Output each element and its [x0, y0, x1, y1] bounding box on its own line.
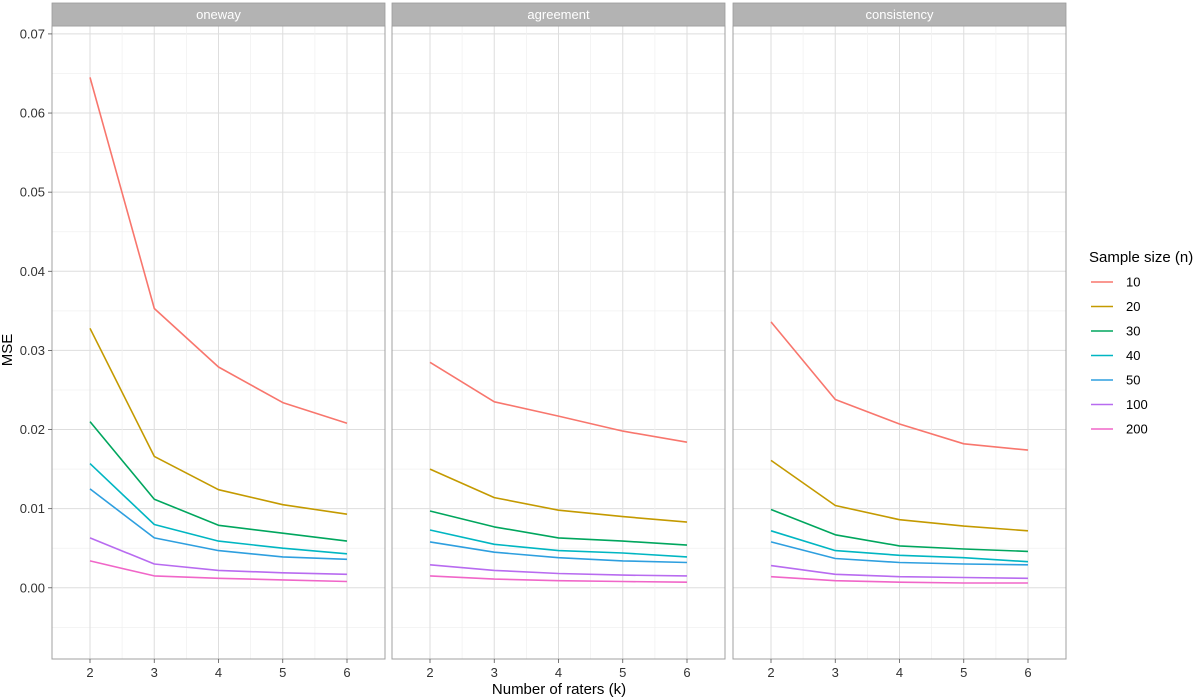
- x-tick-label: 6: [683, 665, 690, 680]
- x-tick-label: 2: [426, 665, 433, 680]
- x-tick-label: 6: [1024, 665, 1031, 680]
- x-tick-label: 5: [279, 665, 286, 680]
- series-line-consistency-n20: [770, 459, 1029, 532]
- strip-label-oneway: oneway: [196, 7, 241, 22]
- series-line-consistency-n200: [770, 575, 1028, 584]
- x-tick-label: 4: [555, 665, 562, 680]
- legend-label-n100: 100: [1126, 397, 1148, 412]
- x-tick-label: 4: [215, 665, 222, 680]
- series-line-agreement-n10: [429, 361, 688, 443]
- strip-label-consistency: consistency: [866, 7, 934, 22]
- y-axis-title: MSE: [0, 334, 16, 367]
- strip-label-agreement: agreement: [527, 7, 590, 22]
- y-tick-label: 0.05: [20, 185, 45, 200]
- panel-agreement: agreement: [391, 2, 726, 660]
- y-tick-label: 0.06: [20, 106, 45, 121]
- series-line-agreement-n100: [429, 564, 688, 577]
- y-tick-label: 0.01: [20, 501, 45, 516]
- series-line-oneway-n200: [89, 560, 348, 583]
- series-line-consistency-n100: [770, 564, 1029, 580]
- x-axis: 2 3 4 5 6 2 3 4 5 6 2 3 4 5 6: [86, 659, 1032, 680]
- series-line-agreement-n20: [429, 468, 688, 523]
- legend-label-n20: 20: [1126, 299, 1140, 314]
- series-line-consistency-n10: [770, 321, 1029, 451]
- series-line-oneway-n100: [89, 537, 348, 576]
- y-axis: 0.00 0.01 0.02 0.03 0.04 0.05 0.06 0.07: [20, 26, 52, 595]
- legend-title: Sample size (n): [1089, 249, 1193, 266]
- legend: Sample size (n) 10 20 30 40 50 100 200: [1089, 249, 1193, 437]
- y-tick-label: 0.07: [20, 26, 45, 41]
- x-axis-title: Number of raters (k): [492, 681, 626, 698]
- series-line-agreement-n50: [429, 541, 688, 564]
- y-tick-label: 0.00: [20, 580, 45, 595]
- x-tick-label: 5: [960, 665, 967, 680]
- x-tick-label: 2: [767, 665, 774, 680]
- facet-panels: oneway agreement consistency: [51, 2, 1067, 660]
- panel-oneway: oneway: [51, 2, 386, 660]
- x-tick-label: 3: [151, 665, 158, 680]
- series-line-oneway-n10: [89, 77, 348, 424]
- x-tick-label: 3: [491, 665, 498, 680]
- series-line-oneway-n50: [89, 488, 348, 561]
- series-line-oneway-n20: [89, 327, 348, 515]
- series-line-consistency-n50: [770, 541, 1029, 566]
- series-line-consistency-n30: [770, 508, 1029, 553]
- legend-label-n30: 30: [1126, 324, 1140, 339]
- y-tick-label: 0.04: [20, 264, 45, 279]
- x-tick-label: 6: [343, 665, 350, 680]
- x-tick-label: 2: [86, 665, 93, 680]
- legend-label-n200: 200: [1126, 422, 1148, 437]
- series-line-agreement-n40: [429, 529, 688, 558]
- series-line-oneway-n40: [89, 463, 348, 555]
- x-tick-label: 5: [619, 665, 626, 680]
- x-tick-label: 3: [832, 665, 839, 680]
- series-line-oneway-n30: [89, 421, 348, 542]
- legend-label-n40: 40: [1126, 348, 1140, 363]
- x-tick-label: 4: [896, 665, 903, 680]
- y-tick-label: 0.02: [20, 422, 45, 437]
- panel-consistency: consistency: [732, 2, 1067, 660]
- series-line-consistency-n40: [770, 530, 1029, 563]
- legend-label-n50: 50: [1126, 373, 1140, 388]
- legend-label-n10: 10: [1126, 275, 1140, 290]
- y-tick-label: 0.03: [20, 343, 45, 358]
- series-line-agreement-n30: [429, 510, 688, 546]
- series-line-agreement-n200: [429, 575, 688, 583]
